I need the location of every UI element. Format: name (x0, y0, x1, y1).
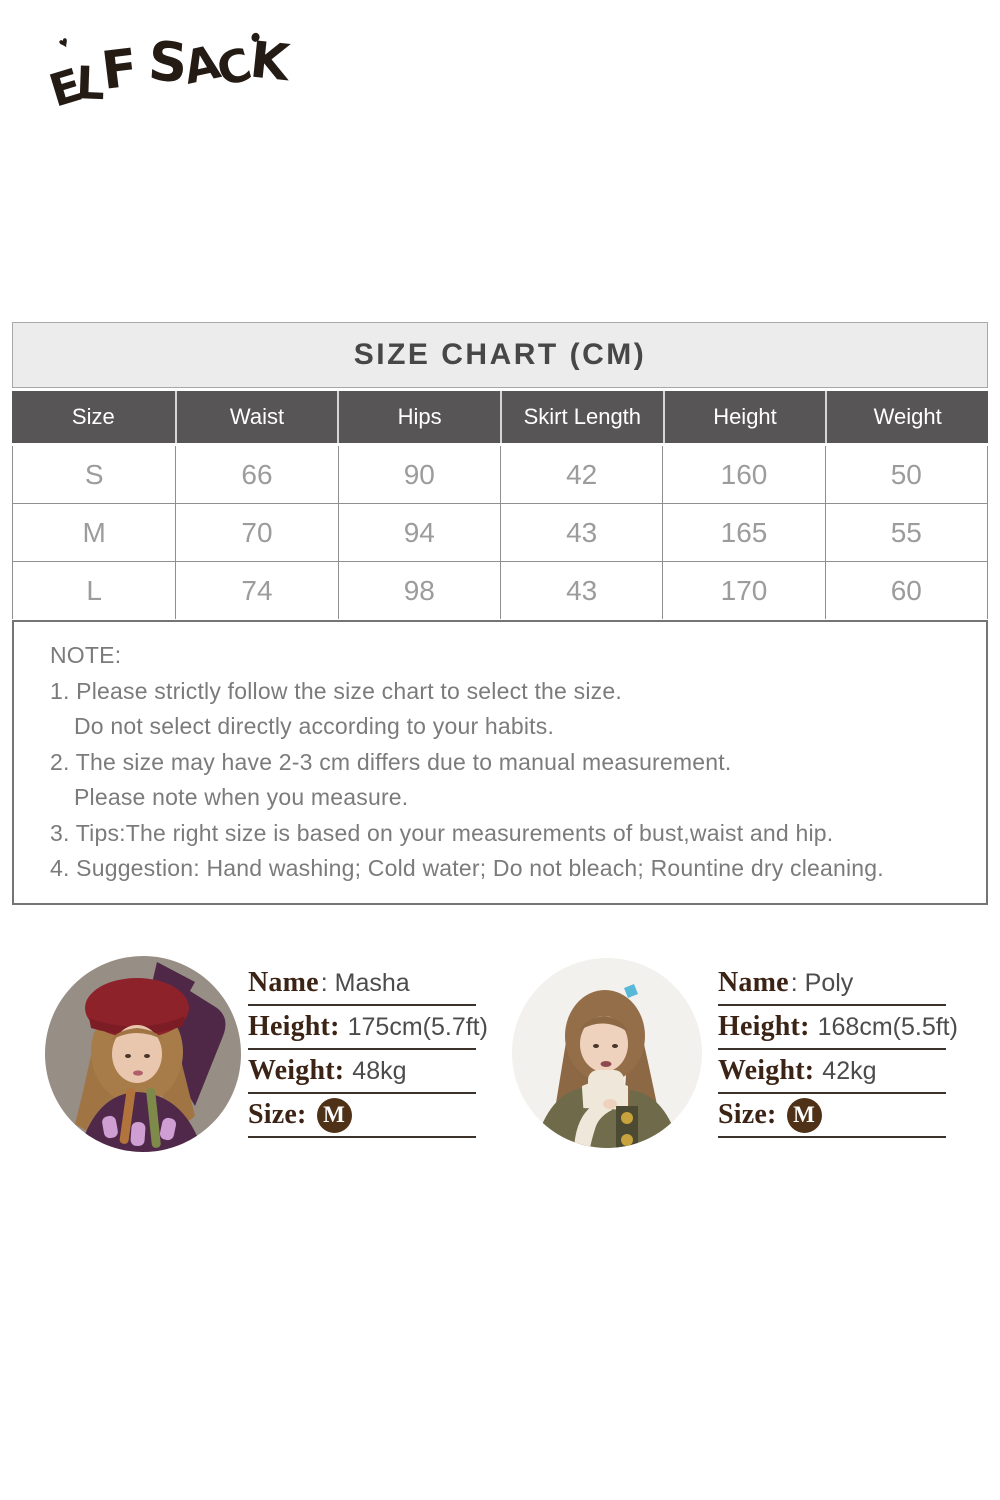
note-line: 1. Please strictly follow the size chart… (50, 677, 622, 704)
height-value: 168cm(5.5ft) (817, 1012, 958, 1041)
height-label: Height: (718, 1011, 810, 1042)
height-value: 175cm(5.7ft) (347, 1012, 488, 1041)
note-line: Please note when you measure. (74, 784, 409, 810)
column-header-size: Size (71, 404, 115, 429)
model-name-row: Name : Masha (248, 962, 476, 1006)
table-row-l: L 74 98 43 170 60 (13, 562, 987, 619)
logo-letters: E L F S A C K (43, 29, 289, 117)
weight-label: Weight: (718, 1055, 815, 1086)
cell-waist: 66 (175, 446, 337, 503)
cell-weight: 55 (824, 504, 987, 561)
note-line: 3. Tips:The right size is based on your … (50, 819, 834, 846)
cell-weight: 50 (824, 446, 987, 503)
cell-height: 160 (662, 446, 824, 503)
column-header-height: Height (662, 391, 826, 443)
size-label: Size: (248, 1099, 307, 1130)
cell-skirt-length: 43 (499, 504, 662, 561)
logo-letter: F (98, 38, 140, 102)
cell-size: L (86, 574, 102, 606)
weight-value: 48kg (352, 1056, 407, 1085)
table-row-s: S 66 90 42 160 50 (13, 446, 987, 504)
cell-hips: 94 (337, 504, 500, 561)
note-line: 4. Suggestion: Hand washing; Cold water;… (50, 855, 884, 881)
brand-logo: ♥ E L F S A C K (43, 29, 289, 137)
size-badge: M (316, 1097, 352, 1133)
model-weight-row: Weight: 42kg (718, 1050, 946, 1094)
size-badge: M (786, 1097, 822, 1133)
note-box: NOTE: 1. Please strictly follow the size… (12, 620, 988, 905)
table-row-m: M 70 94 43 165 55 (13, 504, 987, 562)
size-chart-header-row: Size Waist Hips Skirt Length Height Weig… (12, 391, 988, 443)
size-chart: SIZE CHART (CM) Size Waist Hips Skirt Le… (12, 322, 988, 619)
model-height-row: Height: 168cm(5.5ft) (718, 1006, 958, 1050)
weight-label: Weight: (248, 1055, 345, 1086)
model-weight-row: Weight: 48kg (248, 1050, 476, 1094)
logo-letter: K (247, 30, 290, 93)
model-height-row: Height: 175cm(5.7ft) (248, 1006, 488, 1050)
size-chart-body: S 66 90 42 160 50 M 70 94 43 165 55 L 74… (12, 446, 988, 619)
model-photo-poly (512, 958, 702, 1148)
masha-illustration (45, 956, 241, 1152)
name-value: : Masha (320, 968, 410, 997)
cell-height: 165 (662, 504, 824, 561)
cell-waist: 70 (175, 504, 337, 561)
model-info-poly: Name : Poly Height: 168cm(5.5ft) Weight:… (718, 962, 958, 1138)
model-name-row: Name : Poly (718, 962, 946, 1006)
model-size-row: Size: M (718, 1094, 946, 1138)
cell-hips: 98 (337, 562, 500, 619)
name-label: Name (718, 967, 789, 998)
name-value: : Poly (790, 968, 854, 997)
column-header-skirt-length: Skirt Length (500, 391, 663, 443)
cell-waist: 74 (175, 562, 337, 619)
note-line: 2. The size may have 2-3 cm differs due … (50, 748, 732, 775)
size-label: Size: (718, 1099, 777, 1130)
column-header-hips: Hips (337, 391, 500, 443)
column-header-waist: Waist (174, 391, 338, 443)
cell-size: M (82, 516, 106, 548)
cell-skirt-length: 43 (499, 562, 662, 619)
name-label: Name (248, 967, 319, 998)
cell-height: 170 (662, 562, 824, 619)
cell-weight: 60 (824, 562, 987, 619)
model-photo-masha (45, 956, 241, 1152)
model-size-row: Size: M (248, 1094, 476, 1138)
column-header-weight: Weight (825, 391, 988, 443)
poly-illustration (512, 958, 702, 1148)
cell-skirt-length: 42 (499, 446, 662, 503)
height-label: Height: (248, 1011, 340, 1042)
model-info-masha: Name : Masha Height: 175cm(5.7ft) Weight… (248, 962, 488, 1138)
cell-size: S (84, 458, 104, 490)
note-heading: NOTE: (50, 642, 122, 668)
cell-hips: 90 (337, 446, 500, 503)
weight-value: 42kg (822, 1056, 877, 1085)
size-chart-title: SIZE CHART (CM) (12, 322, 988, 388)
note-line: Do not select directly according to your… (74, 713, 555, 739)
logo-letter: L (75, 56, 104, 111)
